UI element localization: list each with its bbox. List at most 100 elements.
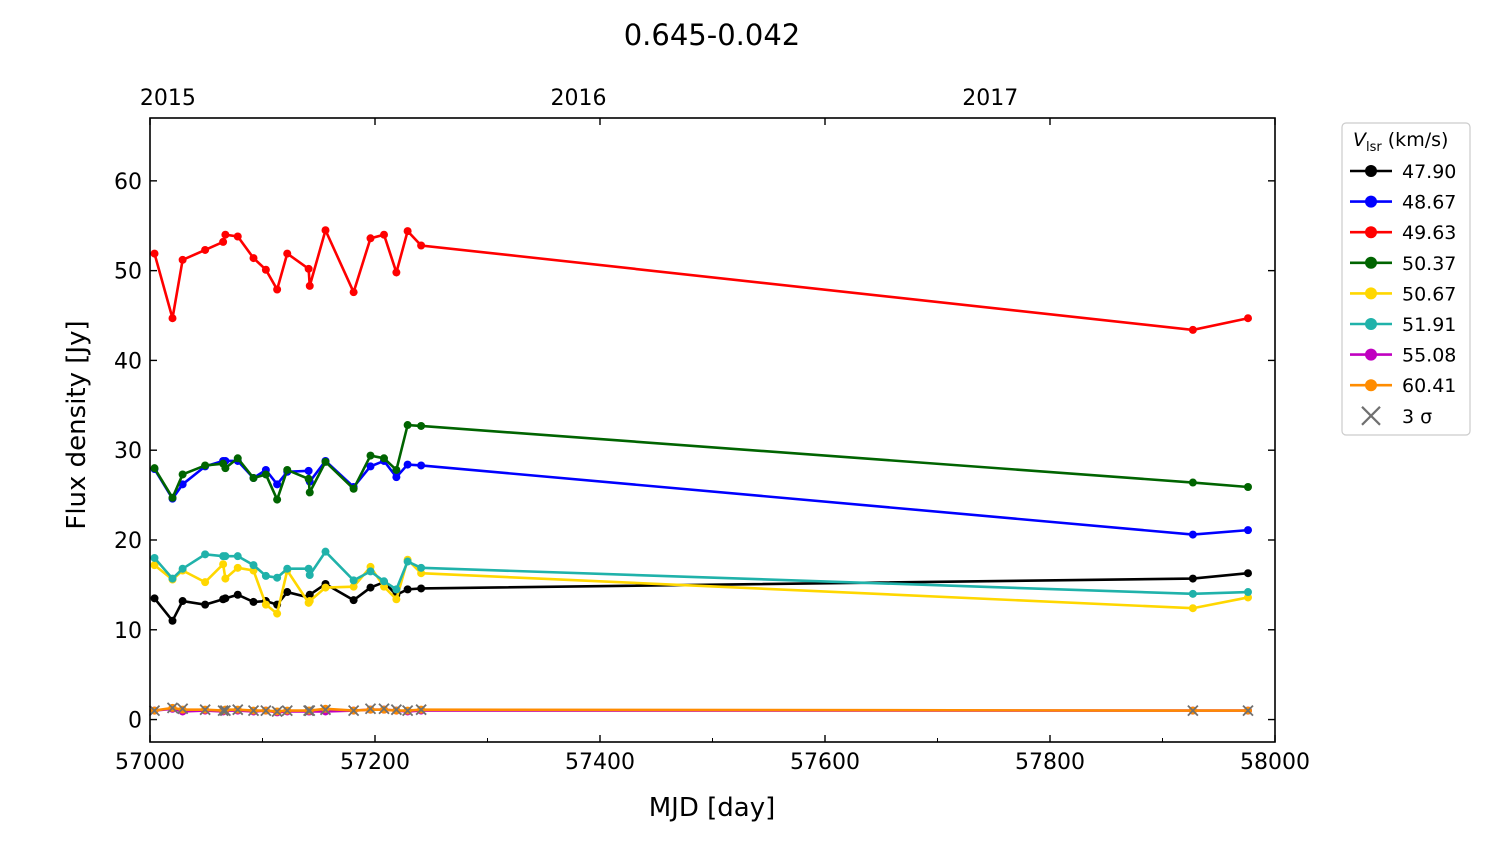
data-point-51.91 [261, 571, 270, 580]
sigma3-marker [166, 702, 179, 714]
legend-marker-3sigma [1361, 406, 1381, 426]
sigma3-marker [232, 704, 244, 716]
data-point-50.37 [150, 464, 159, 473]
data-point-50.37 [349, 484, 358, 493]
data-point-47.90 [1244, 569, 1252, 578]
data-point-49.63 [261, 265, 270, 274]
data-point-49.63 [304, 264, 313, 273]
legend-marker-49.63 [1365, 226, 1377, 239]
data-point-50.67 [392, 595, 401, 604]
y-tick-label: 40 [114, 349, 142, 374]
y-axis-label: Flux density [Jy] [62, 320, 92, 529]
series-line-51.91 [153, 549, 1249, 596]
sigma3-marker [217, 704, 229, 717]
data-point-50.67 [273, 609, 282, 618]
data-point-51.91 [221, 552, 230, 561]
data-point-49.63 [1188, 325, 1197, 334]
data-point-49.63 [201, 245, 210, 254]
top-axis-year-label: 2017 [962, 86, 1018, 111]
legend: Vlsr (km/s) 47.90 48.67 49.63 50.37 50.67 51.… [1341, 122, 1471, 436]
data-point-49.63 [219, 237, 228, 246]
data-point-49.63 [403, 227, 412, 236]
data-point-49.63 [233, 232, 242, 241]
data-point-48.67 [366, 462, 375, 471]
data-point-51.91 [178, 564, 187, 573]
legend-marker-48.67 [1365, 195, 1377, 208]
legend-label: 51.91 [1402, 314, 1456, 336]
data-point-50.37 [366, 451, 375, 460]
series-line-50.67 [153, 557, 1249, 616]
data-point-50.37 [392, 465, 401, 474]
data-point-50.67 [321, 583, 330, 592]
data-point-47.90 [403, 585, 412, 594]
data-point-51.91 [349, 576, 358, 585]
data-point-50.37 [1188, 478, 1197, 487]
sigma3-marker [281, 704, 293, 717]
data-point-49.63 [417, 241, 426, 250]
data-point-47.90 [249, 597, 258, 606]
data-point-49.63 [273, 285, 282, 294]
x-tick-label: 57400 [565, 750, 635, 775]
sigma3-marker [247, 704, 260, 717]
data-point-47.90 [1188, 574, 1197, 583]
data-point-47.90 [417, 584, 426, 593]
data-point-50.67 [150, 561, 159, 570]
data-point-49.63 [321, 226, 330, 235]
sigma3-marker [378, 703, 390, 715]
data-point-48.67 [1188, 530, 1197, 539]
data-point-49.63 [392, 268, 401, 277]
data-point-50.37 [380, 454, 388, 463]
data-point-49.63 [380, 230, 388, 239]
data-point-51.91 [380, 577, 388, 586]
sigma3-marker [148, 704, 161, 717]
data-point-50.67 [1188, 604, 1197, 613]
data-point-47.90 [283, 588, 292, 597]
series-line-49.63 [153, 226, 1249, 332]
sigma3-marker [390, 704, 403, 716]
data-point-48.67 [392, 473, 401, 482]
series-line-48.67 [153, 459, 1249, 536]
data-point-51.91 [273, 573, 282, 582]
data-point-51.91 [1244, 588, 1252, 597]
data-point-51.91 [249, 561, 258, 570]
y-tick-label: 50 [114, 260, 142, 285]
legend-marker-50.67 [1365, 287, 1377, 300]
data-point-50.37 [1244, 483, 1252, 492]
x-tick-label: 57800 [1015, 750, 1085, 775]
data-point-47.90 [168, 616, 177, 625]
legend-label: 48.67 [1402, 192, 1456, 214]
sigma3-marker [319, 704, 332, 716]
x-tick-label: 57000 [115, 750, 185, 775]
series-line-47.90 [153, 571, 1249, 624]
chart-title: 0.645-0.042 [624, 18, 801, 52]
data-point-50.37 [178, 470, 187, 479]
sigma3-marker [219, 704, 232, 717]
legend-label: 47.90 [1402, 161, 1456, 183]
data-point-50.37 [233, 454, 242, 463]
x-tick-label: 57600 [790, 750, 860, 775]
data-point-51.91 [403, 557, 412, 566]
data-point-50.37 [249, 474, 258, 483]
data-point-51.91 [366, 567, 375, 576]
data-point-47.90 [366, 583, 375, 592]
data-point-48.67 [1244, 526, 1252, 535]
legend-marker-50.37 [1365, 256, 1377, 269]
sigma3-marker [364, 703, 377, 715]
legend-label: 50.37 [1402, 253, 1456, 275]
x-tick-label: 57200 [340, 750, 410, 775]
data-point-49.63 [349, 288, 358, 297]
data-point-49.63 [178, 255, 187, 264]
y-tick-label: 10 [114, 619, 142, 644]
plot-area [148, 226, 1254, 718]
data-point-50.37 [201, 461, 210, 470]
data-point-51.91 [283, 564, 292, 573]
data-point-51.91 [321, 547, 330, 556]
data-point-51.91 [305, 571, 314, 580]
y-tick-label: 20 [114, 529, 142, 554]
data-point-50.37 [417, 421, 426, 430]
legend-label: 55.08 [1402, 345, 1456, 367]
data-point-50.67 [219, 560, 228, 569]
data-point-51.91 [150, 553, 159, 562]
data-point-49.63 [1244, 314, 1252, 323]
